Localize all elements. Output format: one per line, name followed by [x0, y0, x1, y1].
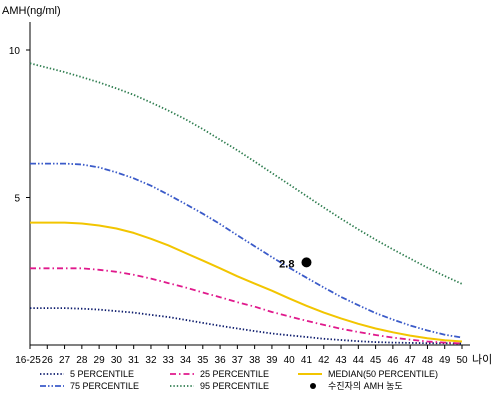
- legend-label: 5 PERCENTILE: [70, 369, 134, 379]
- legend-label: 75 PERCENTILE: [70, 381, 139, 391]
- series-line: [30, 221, 463, 343]
- legend-point-marker: [310, 383, 316, 389]
- patient-point-label: 2.8: [279, 258, 294, 270]
- x-tick-label: 28: [76, 355, 88, 366]
- x-tick-label: 44: [353, 355, 365, 366]
- x-tick-label: 36: [215, 355, 227, 366]
- series-line: [30, 162, 463, 339]
- x-tick-label: 33: [163, 355, 175, 366]
- x-tick-label: 43: [335, 355, 347, 366]
- x-tick-label: 41: [301, 355, 313, 366]
- y-tick-label: 5: [14, 194, 20, 205]
- x-tick-label: 48: [422, 355, 434, 366]
- x-tick-label: 37: [232, 355, 244, 366]
- y-tick-label: 10: [9, 46, 21, 57]
- series-line: [30, 307, 463, 345]
- x-tick-label: 38: [249, 355, 261, 366]
- x-tick-label: 49: [439, 355, 451, 366]
- x-tick-label: 31: [128, 355, 140, 366]
- x-tick-label: 29: [94, 355, 106, 366]
- patient-point: [301, 257, 312, 268]
- x-tick-label: 16-25: [15, 355, 41, 366]
- x-tick-label: 27: [59, 355, 71, 366]
- x-tick-label: 39: [266, 355, 278, 366]
- x-tick-label: 35: [197, 355, 209, 366]
- legend-label: 25 PERCENTILE: [200, 369, 269, 379]
- legend-label: 수진자의 AMH 농도: [328, 381, 403, 391]
- x-tick-label: 45: [370, 355, 382, 366]
- series-line: [30, 267, 463, 345]
- x-tick-label: 40: [284, 355, 296, 366]
- x-tick-label: 30: [111, 355, 123, 366]
- x-tick-label: 50: [456, 355, 468, 366]
- x-tick-label: 47: [405, 355, 417, 366]
- series-line: [29, 62, 463, 285]
- x-tick-label: 26: [42, 355, 54, 366]
- x-tick-label: 32: [145, 355, 157, 366]
- x-tick-label: 34: [180, 355, 192, 366]
- legend-label: 95 PERCENTILE: [200, 381, 269, 391]
- y-axis-label: AMH(ng/ml): [2, 5, 61, 17]
- x-tick-label: 46: [387, 355, 399, 366]
- x-axis-label: 나이: [472, 353, 492, 366]
- legend-label: MEDIAN(50 PERCENTILE): [328, 369, 438, 379]
- x-tick-label: 42: [318, 355, 330, 366]
